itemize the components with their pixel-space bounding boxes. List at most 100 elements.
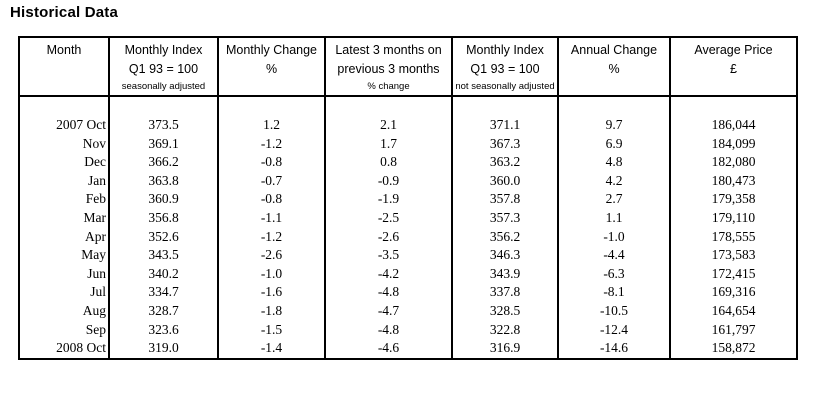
- header-label: Latest 3 months on: [335, 43, 442, 57]
- monthly-index-nsa-cell: 360.0: [453, 171, 559, 191]
- month-cell: Sep: [20, 320, 110, 340]
- table-row: Feb 360.9 -0.8 -1.9 357.8 2.7 179,358: [20, 190, 796, 209]
- header-label: Monthly Index: [124, 43, 203, 57]
- header-cell-annual-change: Annual Change %: [559, 38, 671, 95]
- annual-change-cell: -6.3: [559, 264, 671, 284]
- annual-change-cell: 2.7: [559, 190, 671, 209]
- monthly-index-sa-cell: 360.9: [110, 190, 219, 209]
- table-row: Aug 328.7 -1.8 -4.7 328.5 -10.5 164,654: [20, 301, 796, 321]
- three-month-change-cell: -4.6: [326, 339, 453, 358]
- monthly-change-cell: 1.2: [219, 116, 326, 135]
- month-cell: Jul: [20, 283, 110, 302]
- monthly-index-sa-cell: 343.5: [110, 246, 219, 265]
- annual-change-cell: -8.1: [559, 283, 671, 302]
- monthly-change-cell: -0.8: [219, 153, 326, 172]
- average-price-cell: 158,872: [711, 340, 756, 356]
- monthly-index-nsa-cell: 346.3: [453, 246, 559, 265]
- monthly-change-cell: -1.5: [219, 320, 326, 340]
- monthly-index-nsa-cell: 357.3: [453, 208, 559, 228]
- monthly-index-nsa-cell: 367.3: [453, 134, 559, 154]
- monthly-change-cell: -1.2: [219, 134, 326, 154]
- average-price-cell: 182,080: [711, 154, 756, 170]
- monthly-change-cell: -1.4: [219, 339, 326, 358]
- header-label: Month: [46, 43, 82, 57]
- header-sublabel: previous 3 months: [337, 62, 440, 76]
- header-label: Monthly Index: [466, 43, 544, 57]
- annual-change-cell: -14.6: [559, 339, 671, 358]
- table-header: Month Monthly Index Q1 93 = 100 seasonal…: [20, 38, 796, 97]
- header-sublabel: %: [265, 62, 278, 76]
- table-row: Mar 356.8 -1.1 -2.5 357.3 1.1 179,110: [20, 208, 796, 228]
- table-body: 2007 Oct 373.5 1.2 2.1 371.1 9.7 186,044…: [20, 97, 796, 358]
- monthly-index-sa-cell: 334.7: [110, 283, 219, 302]
- monthly-index-nsa-cell: 322.8: [453, 320, 559, 340]
- monthly-index-sa-cell: 369.1: [110, 134, 219, 154]
- annual-change-cell: 1.1: [559, 208, 671, 228]
- page-title: Historical Data: [10, 4, 119, 21]
- month-cell: Nov: [20, 134, 110, 154]
- three-month-change-cell: -3.5: [326, 246, 453, 265]
- three-month-change-cell: -4.2: [326, 264, 453, 284]
- table-row: 2008 Oct 319.0 -1.4 -4.6 316.9 -14.6 158…: [20, 339, 796, 358]
- table-row: Sep 323.6 -1.5 -4.8 322.8 -12.4 161,797: [20, 320, 796, 340]
- average-price-cell: 180,473: [711, 172, 756, 188]
- month-cell: Mar: [20, 208, 110, 228]
- monthly-index-nsa-cell: 316.9: [453, 339, 559, 358]
- header-note: seasonally adjusted: [121, 81, 206, 92]
- average-price-cell: 186,044: [711, 117, 756, 132]
- header-sublabel: %: [608, 62, 620, 76]
- annual-change-cell: -4.4: [559, 246, 671, 265]
- header-cell-month: Month: [20, 38, 110, 95]
- month-cell: Jun: [20, 264, 110, 284]
- spacer-row: [20, 97, 796, 116]
- three-month-change-cell: -4.8: [326, 283, 453, 302]
- monthly-index-sa-cell: 323.6: [110, 320, 219, 340]
- month-cell: Jan: [20, 171, 110, 191]
- average-price-cell: 164,654: [711, 302, 756, 318]
- average-price-cell: 173,583: [711, 247, 756, 263]
- monthly-index-nsa-cell: 328.5: [453, 301, 559, 321]
- average-price-cell: 169,316: [711, 284, 756, 300]
- table-row: Jan 363.8 -0.7 -0.9 360.0 4.2 180,473: [20, 171, 796, 191]
- header-sublabel: Q1 93 = 100: [128, 62, 199, 76]
- header-cell-monthly-change: Monthly Change %: [219, 38, 326, 95]
- monthly-change-cell: -0.8: [219, 190, 326, 209]
- monthly-index-nsa-cell: 356.2: [453, 227, 559, 247]
- monthly-change-cell: -1.2: [219, 227, 326, 247]
- average-price-cell: 179,358: [711, 191, 756, 207]
- monthly-index-nsa-cell: 337.8: [453, 283, 559, 302]
- monthly-change-cell: -1.1: [219, 208, 326, 228]
- three-month-change-cell: 2.1: [326, 116, 453, 135]
- header-cell-average-price: Average Price £: [671, 38, 796, 95]
- header-label: Average Price: [694, 43, 773, 57]
- table-row: Apr 352.6 -1.2 -2.6 356.2 -1.0 178,555: [20, 227, 796, 247]
- monthly-index-sa-cell: 352.6: [110, 227, 219, 247]
- monthly-index-sa-cell: 363.8: [110, 171, 219, 191]
- annual-change-cell: 4.2: [559, 171, 671, 191]
- average-price-cell: 178,555: [711, 228, 756, 244]
- monthly-index-sa-cell: 373.5: [110, 116, 219, 135]
- annual-change-cell: -12.4: [559, 320, 671, 340]
- monthly-change-cell: -2.6: [219, 246, 326, 265]
- header-cell-three-month-change: Latest 3 months on previous 3 months % c…: [326, 38, 453, 95]
- header-note: not seasonally adjusted: [455, 81, 555, 92]
- average-price-cell: 184,099: [711, 135, 756, 151]
- annual-change-cell: 9.7: [559, 116, 671, 135]
- table-row: 2007 Oct 373.5 1.2 2.1 371.1 9.7 186,044: [20, 116, 796, 135]
- table-row: Dec 366.2 -0.8 0.8 363.2 4.8 182,080: [20, 153, 796, 172]
- header-label: Monthly Change: [225, 43, 318, 57]
- monthly-index-sa-cell: 356.8: [110, 208, 219, 228]
- header-sublabel: Q1 93 = 100: [470, 62, 540, 76]
- three-month-change-cell: 0.8: [326, 153, 453, 172]
- table-row: Jun 340.2 -1.0 -4.2 343.9 -6.3 172,415: [20, 264, 796, 284]
- monthly-index-sa-cell: 319.0: [110, 339, 219, 358]
- monthly-change-cell: -1.0: [219, 264, 326, 284]
- table-row: Jul 334.7 -1.6 -4.8 337.8 -8.1 169,316: [20, 283, 796, 302]
- annual-change-cell: 6.9: [559, 134, 671, 154]
- three-month-change-cell: 1.7: [326, 134, 453, 154]
- three-month-change-cell: -4.7: [326, 301, 453, 321]
- month-cell: May: [20, 246, 110, 265]
- table-row: Nov 369.1 -1.2 1.7 367.3 6.9 184,099: [20, 134, 796, 154]
- three-month-change-cell: -1.9: [326, 190, 453, 209]
